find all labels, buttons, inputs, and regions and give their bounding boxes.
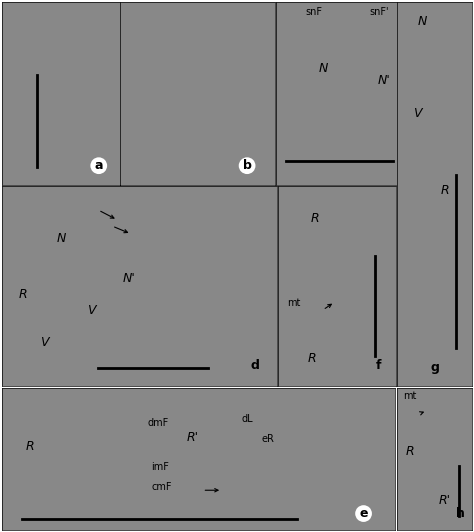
Text: R: R [311, 212, 319, 225]
Text: N': N' [123, 272, 136, 285]
Text: dL: dL [242, 414, 254, 424]
Text: V: V [87, 304, 96, 317]
Text: mt: mt [403, 392, 416, 401]
Text: R: R [308, 352, 316, 365]
Text: N: N [57, 232, 66, 245]
Text: N': N' [377, 74, 390, 87]
Text: mt: mt [287, 298, 301, 308]
Text: e: e [359, 507, 368, 520]
Text: d: d [251, 359, 259, 372]
Text: eR: eR [261, 434, 274, 444]
Text: N: N [418, 15, 428, 28]
Text: b: b [243, 159, 252, 172]
Text: dmF: dmF [147, 418, 169, 428]
Text: V: V [40, 336, 49, 349]
Text: R: R [440, 184, 449, 197]
Text: f: f [375, 359, 381, 372]
Text: a: a [94, 159, 103, 172]
Text: R': R' [187, 430, 199, 444]
Text: snF': snF' [370, 7, 389, 17]
Text: V: V [413, 107, 422, 120]
Text: N: N [319, 62, 328, 74]
Text: R: R [26, 440, 34, 453]
Text: R: R [18, 288, 27, 301]
Text: R: R [406, 445, 415, 458]
Text: c: c [444, 159, 451, 172]
Text: snF: snF [305, 7, 322, 17]
Text: cmF: cmF [151, 482, 172, 492]
Text: R': R' [438, 494, 450, 508]
Text: g: g [430, 361, 439, 375]
Text: h: h [456, 507, 465, 520]
Text: imF: imF [151, 462, 169, 472]
